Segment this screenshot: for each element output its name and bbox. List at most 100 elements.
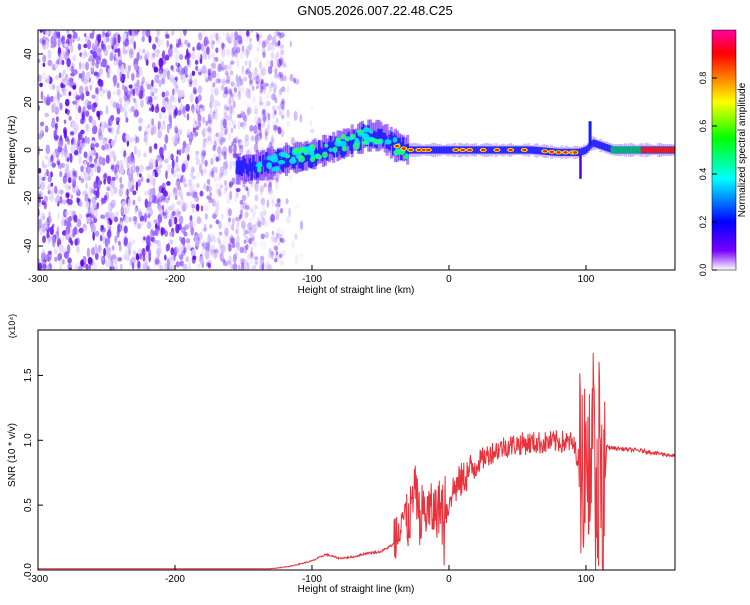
noise-speck xyxy=(116,82,120,89)
noise-speck xyxy=(221,31,225,37)
noise-speck xyxy=(245,70,249,75)
noise-speck xyxy=(202,30,206,38)
noise-speck xyxy=(249,215,254,225)
noise-speck xyxy=(206,132,209,138)
noise-speck xyxy=(75,184,79,190)
noise-speck xyxy=(112,101,117,109)
noise-speck xyxy=(143,236,146,241)
noise-speck xyxy=(192,126,196,133)
noise-speck xyxy=(248,88,252,94)
noise-speck xyxy=(218,174,221,182)
signal-core xyxy=(607,144,610,152)
noise-speck xyxy=(278,71,284,78)
noise-speck xyxy=(274,68,278,75)
noise-speck xyxy=(228,260,232,265)
noise-speck xyxy=(244,60,248,66)
noise-speck xyxy=(128,48,134,55)
noise-speck xyxy=(78,85,84,96)
noise-speck xyxy=(192,86,197,95)
noise-speck xyxy=(64,143,67,154)
noise-speck xyxy=(236,38,241,49)
noise-speck xyxy=(115,211,119,217)
noise-speck xyxy=(75,100,80,111)
noise-speck xyxy=(125,133,131,142)
signal-core xyxy=(490,146,493,154)
noise-speck xyxy=(218,59,223,65)
noise-speck xyxy=(153,219,158,224)
noise-speck xyxy=(192,46,195,52)
noise-speck xyxy=(86,39,92,50)
noise-speck xyxy=(206,46,210,55)
noise-speck xyxy=(210,62,214,68)
noise-speck xyxy=(251,208,256,217)
noise-speck xyxy=(276,105,281,110)
signal-core xyxy=(487,146,490,154)
signal-core xyxy=(270,157,273,168)
noise-speck xyxy=(229,92,234,98)
noise-speck xyxy=(56,160,61,166)
noise-speck xyxy=(78,155,82,166)
noise-speck xyxy=(280,129,285,138)
signal-core xyxy=(436,146,439,154)
noise-speck xyxy=(265,100,271,107)
noise-speck xyxy=(256,33,260,42)
noise-speck xyxy=(76,218,82,228)
noise-speck xyxy=(106,186,111,192)
noise-speck xyxy=(289,40,293,47)
noise-speck xyxy=(38,133,43,140)
noise-speck xyxy=(285,198,289,205)
noise-speck xyxy=(174,126,178,134)
noise-speck xyxy=(106,37,110,43)
noise-speck xyxy=(175,208,180,218)
noise-speck xyxy=(91,94,96,99)
noise-speck xyxy=(167,243,170,251)
noise-speck xyxy=(128,107,132,114)
noise-speck xyxy=(217,101,221,106)
snr-series-line xyxy=(38,352,675,570)
noise-speck xyxy=(259,129,262,139)
noise-speck xyxy=(195,153,199,164)
signal-core xyxy=(392,135,395,155)
noise-speck xyxy=(215,182,221,188)
noise-speck xyxy=(70,65,74,73)
noise-speck xyxy=(216,199,220,205)
noise-speck xyxy=(210,167,215,175)
noise-speck xyxy=(81,112,85,121)
noise-speck xyxy=(48,195,52,201)
noise-speck xyxy=(72,54,77,62)
noise-speck xyxy=(238,87,241,97)
noise-speck xyxy=(223,223,227,231)
signal-blob xyxy=(335,137,341,142)
noise-speck xyxy=(222,118,227,129)
noise-speck xyxy=(162,50,166,58)
noise-speck xyxy=(124,38,130,47)
noise-speck xyxy=(219,78,223,85)
noise-speck xyxy=(119,263,123,270)
noise-speck xyxy=(205,251,210,261)
noise-speck xyxy=(212,110,217,119)
noise-speck xyxy=(218,47,224,52)
noise-speck xyxy=(215,156,220,162)
signal-blob xyxy=(374,138,382,145)
signal-core xyxy=(447,146,451,154)
noise-speck xyxy=(206,46,210,55)
noise-speck xyxy=(136,149,141,158)
noise-speck xyxy=(122,84,125,91)
noise-speck xyxy=(43,96,47,103)
noise-speck xyxy=(237,34,242,45)
noise-speck xyxy=(245,263,250,268)
noise-speck xyxy=(186,128,191,136)
noise-speck xyxy=(223,168,229,175)
noise-speck xyxy=(277,126,282,135)
noise-speck xyxy=(278,32,282,40)
noise-speck xyxy=(178,38,182,46)
noise-speck xyxy=(116,127,120,136)
noise-speck xyxy=(211,170,215,178)
noise-speck xyxy=(126,90,132,99)
noise-speck xyxy=(213,134,218,143)
noise-speck xyxy=(142,247,146,258)
noise-speck xyxy=(278,88,283,96)
noise-speck xyxy=(271,134,274,144)
colorbar-tick-label: 0.8 xyxy=(698,72,708,85)
noise-speck xyxy=(248,93,251,100)
